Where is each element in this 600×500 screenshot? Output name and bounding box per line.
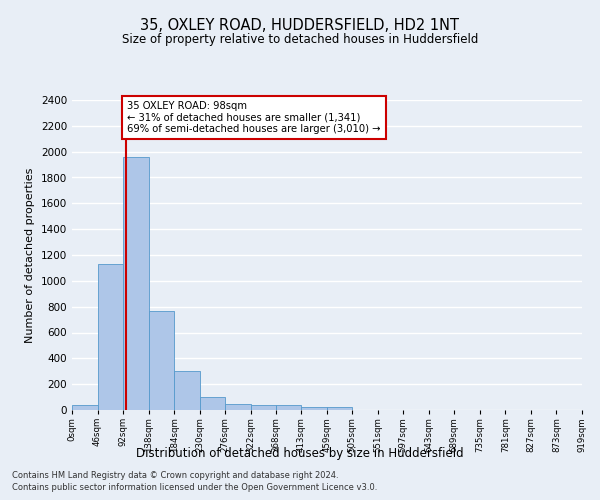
Text: Contains HM Land Registry data © Crown copyright and database right 2024.: Contains HM Land Registry data © Crown c… [12,471,338,480]
Text: 35 OXLEY ROAD: 98sqm
← 31% of detached houses are smaller (1,341)
69% of semi-de: 35 OXLEY ROAD: 98sqm ← 31% of detached h… [127,102,381,134]
Bar [251,405,276,410]
Text: Size of property relative to detached houses in Huddersfield: Size of property relative to detached ho… [122,32,478,46]
Bar [174,371,200,410]
Text: Distribution of detached houses by size in Huddersfield: Distribution of detached houses by size … [136,448,464,460]
Bar [72,406,98,410]
Bar [301,408,327,410]
Bar [123,157,149,410]
Y-axis label: Number of detached properties: Number of detached properties [25,168,35,342]
Bar [225,404,251,410]
Bar [149,310,174,410]
Bar [98,264,123,410]
Bar [200,397,225,410]
Text: 35, OXLEY ROAD, HUDDERSFIELD, HD2 1NT: 35, OXLEY ROAD, HUDDERSFIELD, HD2 1NT [140,18,460,32]
Text: Contains public sector information licensed under the Open Government Licence v3: Contains public sector information licen… [12,484,377,492]
Bar [276,406,301,410]
Bar [327,408,352,410]
